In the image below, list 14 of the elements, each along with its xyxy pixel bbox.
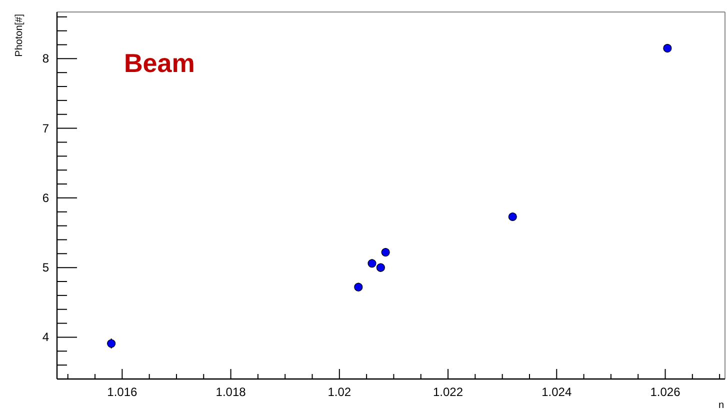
- y-tick-label: 4: [42, 330, 50, 344]
- y-tick-label: 6: [42, 190, 50, 205]
- x-tick-label: 1.024: [542, 385, 572, 399]
- y-tick-label: 5: [42, 260, 50, 275]
- x-tick-label: 1.018: [216, 385, 246, 399]
- annotation: Beam: [124, 48, 195, 78]
- y-tick-label: 8: [42, 52, 50, 66]
- x-tick-label: 1.016: [107, 385, 138, 399]
- x-tick-label: 1.026: [650, 385, 681, 399]
- x-tick-label: 1.022: [433, 385, 464, 399]
- x-tick-label: 1.02: [328, 385, 352, 399]
- x-axis-title: n: [718, 400, 724, 409]
- y-tick-label: 7: [42, 121, 50, 136]
- y-axis-title: Photon[#]: [14, 14, 25, 57]
